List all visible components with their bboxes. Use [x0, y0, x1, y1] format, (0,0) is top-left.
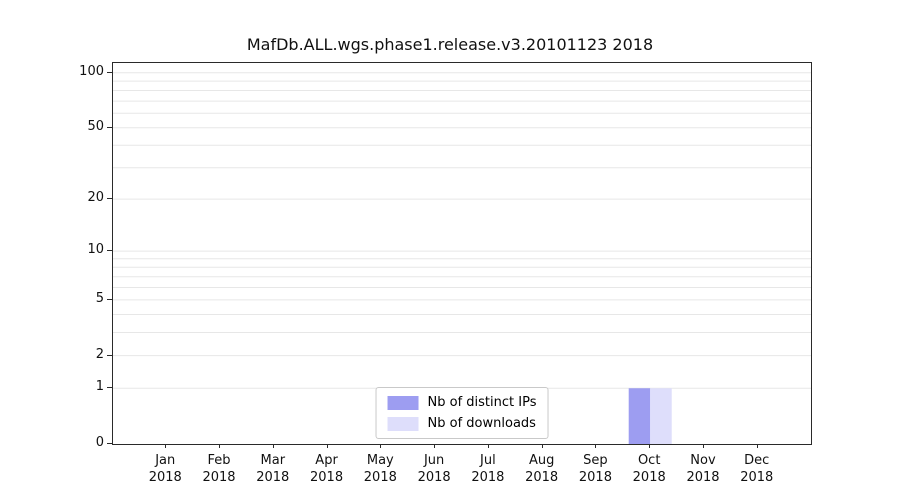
- x-axis-tick-mark: [165, 444, 167, 448]
- x-axis-year: 2018: [202, 470, 236, 485]
- y-axis-tick-mark: [107, 354, 112, 356]
- x-axis-tick-mark: [326, 444, 328, 448]
- x-axis-year: 2018: [310, 470, 344, 485]
- chart-title: MafDb.ALL.wgs.phase1.release.v3.20101123…: [246, 35, 654, 54]
- x-axis-tick-label: Sep 2018: [563, 452, 627, 486]
- x-axis-month: Sep: [583, 453, 608, 468]
- y-axis-tick-mark: [107, 71, 112, 73]
- x-axis-tick-label: Dec 2018: [725, 452, 789, 486]
- x-axis-tick-mark: [434, 444, 436, 448]
- x-axis-month: Jan: [155, 453, 176, 468]
- bar-oct-downloads: [650, 388, 672, 444]
- legend-swatch-downloads: [387, 416, 419, 431]
- x-axis-tick-mark: [702, 444, 704, 448]
- x-axis-tick-mark: [649, 444, 651, 448]
- x-axis-tick-mark: [541, 444, 543, 448]
- y-axis-tick-label: 100: [79, 63, 104, 79]
- y-axis-tick-label: 5: [95, 290, 104, 306]
- y-axis-tick-mark: [107, 387, 112, 389]
- x-axis-month: Jun: [423, 453, 445, 468]
- x-axis-tick-label: Jun 2018: [402, 452, 466, 486]
- x-axis-month: Mar: [260, 453, 286, 468]
- y-axis-tick-label: 2: [95, 346, 104, 362]
- plot-area: Nb of distinct IPs Nb of downloads: [112, 62, 812, 445]
- y-axis-tick-label: 10: [87, 242, 104, 258]
- legend-label-distinct-ips: Nb of distinct IPs: [427, 395, 537, 410]
- x-axis-year: 2018: [525, 470, 559, 485]
- y-axis-tick-mark: [107, 298, 112, 300]
- x-axis-tick-label: Apr 2018: [295, 452, 359, 486]
- chart-canvas: [113, 72, 811, 444]
- x-axis-tick-label: Jul 2018: [456, 452, 520, 486]
- x-axis-tick-mark: [380, 444, 382, 448]
- y-axis-tick-mark: [107, 126, 112, 128]
- x-axis-year: 2018: [740, 470, 774, 485]
- x-axis-month: Apr: [315, 453, 338, 468]
- x-axis-tick-mark: [487, 444, 489, 448]
- y-axis-tick-mark: [107, 198, 112, 200]
- legend-swatch-distinct-ips: [387, 395, 419, 410]
- y-axis-tick-mark: [107, 250, 112, 252]
- x-axis-tick-label: Oct 2018: [617, 452, 681, 486]
- x-axis-tick-label: Jan 2018: [133, 452, 197, 486]
- x-axis-year: 2018: [578, 470, 612, 485]
- y-axis-tick-mark: [107, 443, 112, 444]
- legend-item-downloads: Nb of downloads: [387, 416, 537, 431]
- x-axis-tick-mark: [595, 444, 597, 448]
- x-axis-month: Oct: [637, 453, 661, 468]
- x-axis-tick-mark: [272, 444, 274, 448]
- legend-label-downloads: Nb of downloads: [427, 416, 536, 431]
- x-axis-year: 2018: [148, 470, 182, 485]
- y-axis-tick-label: 50: [87, 118, 104, 134]
- x-axis-month: Feb: [207, 453, 231, 468]
- x-axis-year: 2018: [256, 470, 290, 485]
- bar-oct-distinct-ips: [628, 388, 651, 444]
- x-axis-year: 2018: [363, 470, 397, 485]
- x-axis-month: Aug: [528, 453, 555, 468]
- x-axis-month: Nov: [690, 453, 716, 468]
- x-axis-tick-label: Nov 2018: [671, 452, 735, 486]
- x-axis-month: Dec: [744, 453, 770, 468]
- x-axis-year: 2018: [686, 470, 720, 485]
- x-axis-month: Jul: [480, 453, 496, 468]
- x-axis-tick-mark: [756, 444, 758, 448]
- x-axis-year: 2018: [417, 470, 451, 485]
- legend: Nb of distinct IPs Nb of downloads: [375, 387, 549, 439]
- x-axis-year: 2018: [471, 470, 505, 485]
- legend-item-distinct-ips: Nb of distinct IPs: [387, 395, 537, 410]
- y-axis-tick-label: 0: [95, 435, 104, 450]
- x-axis-tick-label: Aug 2018: [510, 452, 574, 486]
- x-axis-tick-label: Mar 2018: [241, 452, 305, 486]
- y-axis-tick-label: 1: [95, 379, 104, 395]
- y-axis-tick-label: 20: [87, 190, 104, 206]
- x-axis-tick-mark: [219, 444, 220, 448]
- x-axis-year: 2018: [632, 470, 666, 485]
- x-axis-tick-label: May 2018: [348, 452, 412, 486]
- x-axis-month: May: [366, 453, 394, 468]
- x-axis-tick-label: Feb 2018: [187, 452, 251, 486]
